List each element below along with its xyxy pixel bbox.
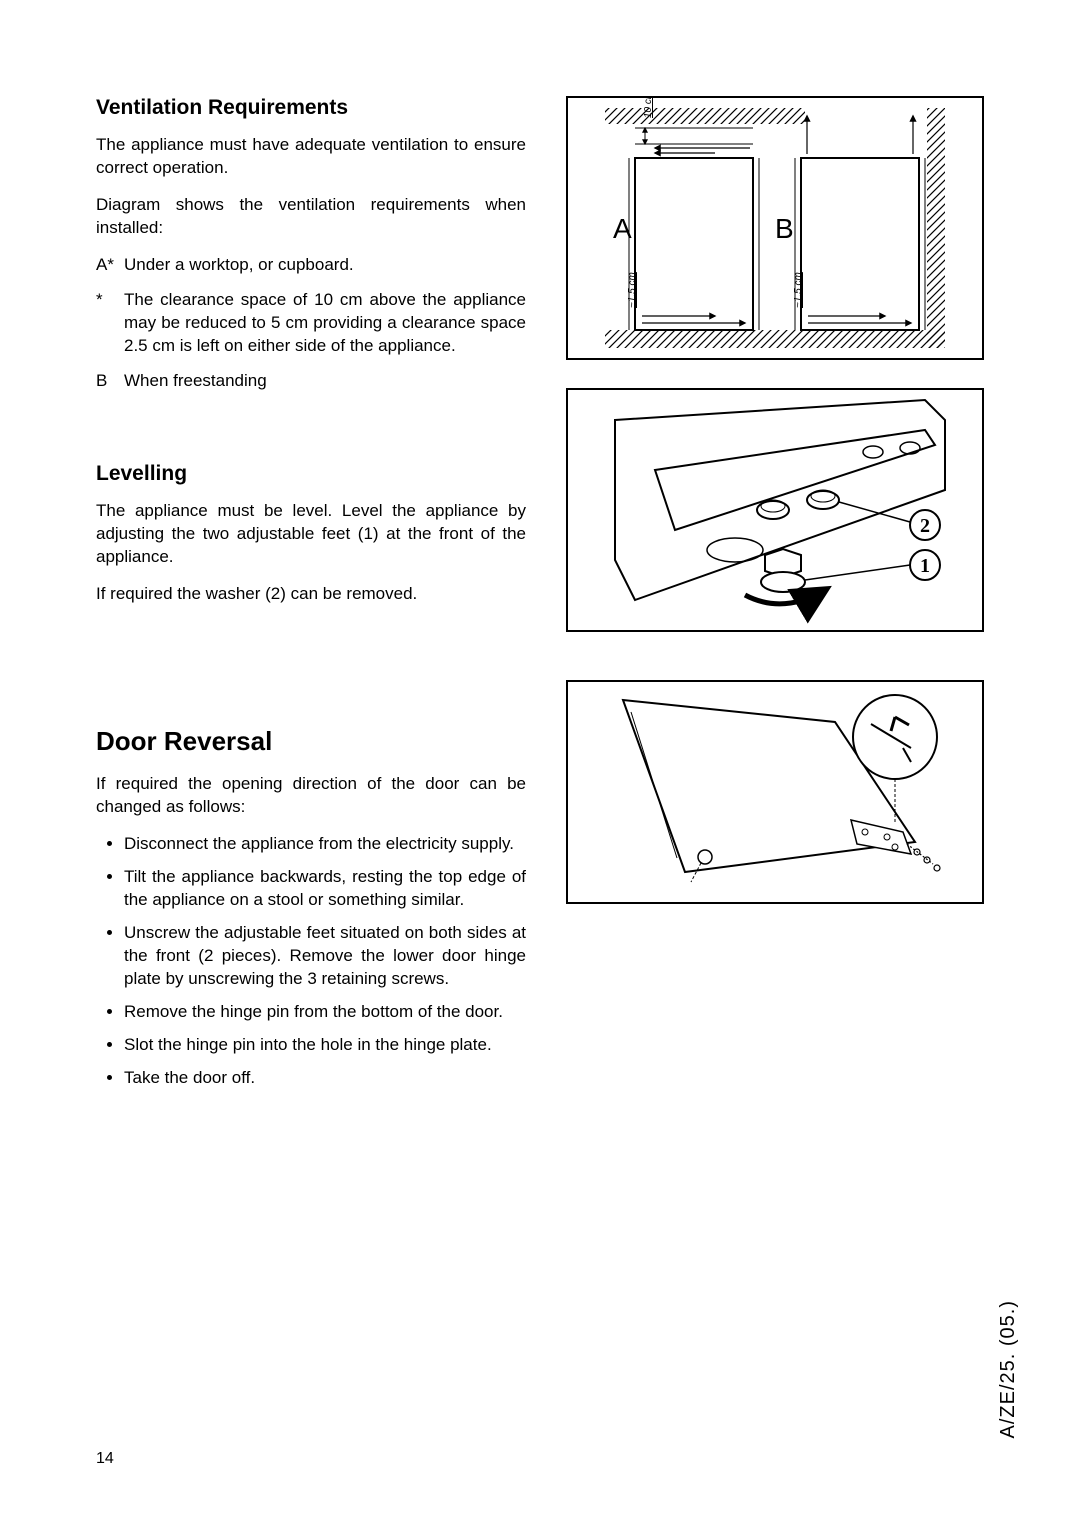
door-reversal-diagram: [566, 680, 984, 904]
levelling-heading: Levelling: [96, 462, 526, 486]
door-reversal-heading: Door Reversal: [96, 726, 526, 757]
ventilation-heading: Ventilation Requirements: [96, 96, 526, 120]
ventilation-star-text: The clearance space of 10 cm above the a…: [124, 290, 526, 355]
levelling-diagram-svg: 2 1: [568, 390, 982, 630]
dim-10cm: 10 cm: [643, 98, 654, 118]
dim-b-bottom: ~1,5 cm: [793, 272, 804, 308]
ventilation-diagram: 10 cm ~1,5 cm A: [566, 96, 984, 360]
door-step: Disconnect the appliance from the electr…: [124, 833, 526, 856]
text-column: Ventilation Requirements The appliance m…: [96, 96, 526, 1100]
ventilation-p1: The appliance must have adequate ventila…: [96, 134, 526, 180]
two-column-layout: Ventilation Requirements The appliance m…: [96, 96, 984, 1100]
levelling-p2: If required the washer (2) can be remove…: [96, 583, 526, 606]
levelling-diagram: 2 1: [566, 388, 984, 632]
ventilation-item-b-text: When freestanding: [124, 371, 267, 390]
callout-2: 2: [920, 515, 930, 537]
diagram-label-b: B: [775, 213, 794, 244]
ventilation-item-a-text: Under a worktop, or cupboard.: [124, 255, 354, 274]
ventilation-diagram-svg: 10 cm ~1,5 cm A: [568, 98, 982, 358]
document-code: A/ZE/25. (05.): [997, 1300, 1020, 1439]
door-reversal-steps: Disconnect the appliance from the electr…: [96, 833, 526, 1089]
ventilation-item-a-label: A*: [96, 254, 114, 277]
figure-column: 10 cm ~1,5 cm A: [566, 96, 984, 1100]
door-step: Remove the hinge pin from the bottom of …: [124, 1001, 526, 1024]
ventilation-star-label: *: [96, 289, 103, 312]
ventilation-item-b: B When freestanding: [96, 370, 526, 393]
door-reversal-intro: If required the opening direction of the…: [96, 773, 526, 819]
diagram-label-a: A: [613, 213, 632, 244]
door-step: Tilt the appliance backwards, resting th…: [124, 866, 526, 912]
manual-page: Ventilation Requirements The appliance m…: [0, 0, 1080, 1528]
door-reversal-diagram-svg: [568, 682, 982, 902]
page-number: 14: [96, 1450, 114, 1468]
callout-1: 1: [920, 555, 930, 577]
ventilation-star-note: * The clearance space of 10 cm above the…: [96, 289, 526, 358]
ventilation-p2: Diagram shows the ventilation requiremen…: [96, 194, 526, 240]
door-step: Unscrew the adjustable feet situated on …: [124, 922, 526, 991]
door-step: Take the door off.: [124, 1067, 526, 1090]
dim-a-bottom: ~1,5 cm: [627, 272, 638, 308]
ventilation-item-b-label: B: [96, 370, 107, 393]
ventilation-item-a: A* Under a worktop, or cupboard.: [96, 254, 526, 277]
door-step: Slot the hinge pin into the hole in the …: [124, 1034, 526, 1057]
levelling-p1: The appliance must be level. Level the a…: [96, 500, 526, 569]
